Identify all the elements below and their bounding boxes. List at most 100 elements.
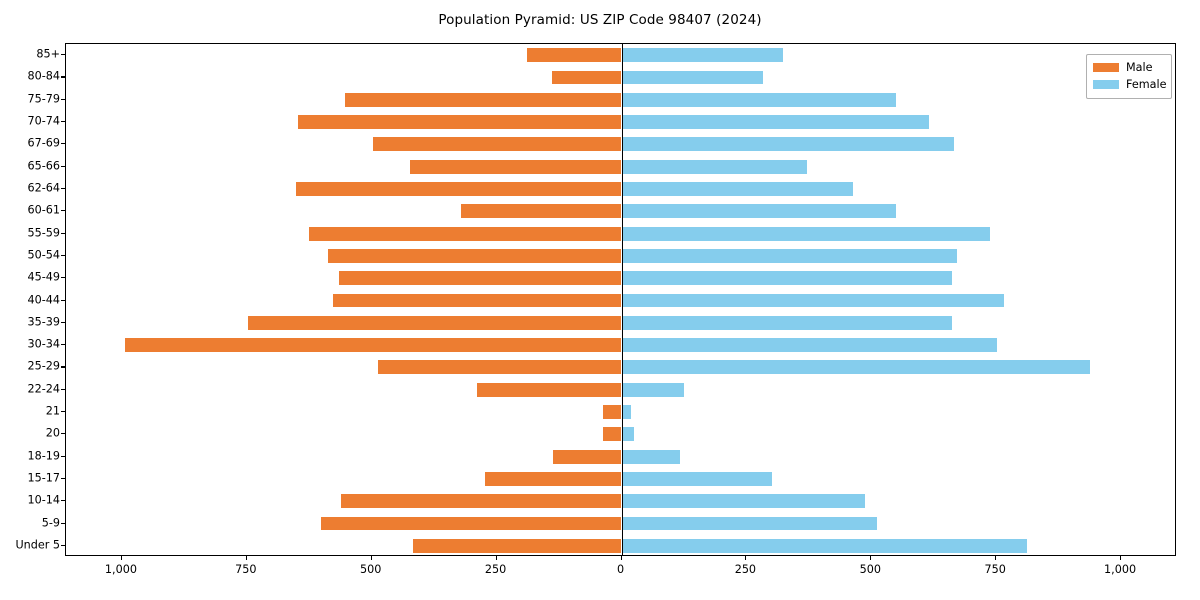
bar-male	[295, 182, 622, 196]
y-tick-mark	[61, 455, 65, 457]
x-tick-mark	[870, 556, 872, 560]
x-tick-mark	[495, 556, 497, 560]
y-tick-mark	[61, 165, 65, 167]
x-tick-mark	[120, 556, 123, 560]
bar-female	[621, 449, 681, 464]
y-tick-mark	[61, 76, 65, 78]
bar-male	[298, 115, 622, 129]
y-axis: 85+ 80-84 75-79 70-74 67-69 65-66 62-64 60-61 55…	[0, 43, 60, 556]
bar-female	[621, 204, 896, 219]
bar-row	[66, 204, 1175, 219]
bar-male	[460, 204, 622, 219]
y-tick-label: 15-17	[27, 471, 60, 485]
x-tick-label: 750	[984, 563, 1006, 576]
y-tick-label: 75-79	[27, 92, 60, 106]
bar-female	[621, 137, 954, 152]
bar-female	[621, 248, 958, 263]
bar-male	[373, 137, 622, 152]
bar-female	[621, 293, 1005, 308]
y-tick-mark	[61, 477, 65, 480]
y-tick-label: 60-61	[27, 203, 60, 217]
y-tick-label: 40-44	[27, 293, 60, 306]
y-tick-mark	[61, 366, 65, 368]
bar-row	[66, 70, 1175, 85]
bar-male	[124, 338, 622, 353]
y-tick-label: 22-24	[27, 382, 60, 396]
bar-male	[476, 382, 622, 397]
plot-area	[65, 43, 1176, 556]
legend-swatch-icon	[1093, 63, 1119, 72]
bar-row	[66, 226, 1175, 241]
y-tick-mark	[61, 522, 65, 524]
bar-male	[339, 271, 622, 286]
bar-row	[66, 271, 1175, 286]
bar-male	[602, 405, 622, 419]
bar-row	[66, 293, 1175, 308]
y-tick-label: 30-34	[27, 337, 60, 351]
y-tick-mark	[61, 388, 65, 390]
bar-female	[621, 338, 997, 353]
y-tick-label: 70-74	[27, 114, 60, 128]
y-tick-mark	[61, 187, 65, 190]
y-tick-label: 62-64	[27, 181, 60, 195]
y-tick-label: 5-9	[41, 516, 60, 530]
y-tick-label: 80-84	[27, 69, 60, 83]
y-tick-mark	[61, 344, 65, 346]
y-tick-label: 65-66	[27, 159, 60, 173]
bar-female	[621, 315, 952, 330]
legend-entry: Male	[1093, 60, 1165, 75]
x-tick-mark	[620, 556, 622, 560]
bar-female	[621, 360, 1090, 375]
y-tick-mark	[61, 54, 65, 56]
bar-female	[621, 494, 865, 509]
y-tick-label: 67-69	[27, 136, 60, 150]
x-tick-label: 0	[616, 563, 625, 576]
y-tick-label: 20	[45, 426, 60, 440]
bar-male	[551, 70, 622, 85]
y-tick-mark	[61, 98, 65, 100]
chart-legend: Male Female	[1086, 54, 1172, 99]
bar-male	[409, 159, 622, 174]
x-tick-mark	[995, 556, 997, 560]
bar-row	[66, 516, 1175, 531]
y-tick-label: 25-29	[27, 359, 60, 373]
bar-male	[308, 226, 622, 241]
y-tick-mark	[61, 433, 65, 435]
bar-male	[345, 92, 622, 107]
y-tick-label: Under 5	[15, 538, 60, 552]
bar-female	[621, 472, 772, 486]
bar-row	[66, 494, 1175, 509]
y-tick-label: 10-14	[27, 493, 60, 507]
y-tick-label: 18-19	[27, 449, 60, 463]
y-tick-label: 45-49	[27, 270, 60, 284]
y-tick-label: 35-39	[27, 315, 60, 329]
y-tick-label: 50-54	[27, 248, 60, 262]
bar-male	[602, 427, 622, 442]
bar-row	[66, 360, 1175, 375]
bar-female	[621, 226, 990, 241]
bar-row	[66, 338, 1175, 353]
bar-female	[621, 48, 784, 63]
bar-row	[66, 472, 1175, 486]
bar-row	[66, 248, 1175, 263]
y-tick-mark	[61, 411, 65, 413]
x-tick-label: 1,000	[1104, 563, 1137, 576]
bar-female	[621, 516, 877, 531]
bar-row	[66, 137, 1175, 152]
x-tick-mark	[370, 556, 372, 560]
legend-label: Female	[1126, 77, 1167, 91]
bar-female	[621, 382, 684, 397]
bar-row	[66, 159, 1175, 174]
bar-row	[66, 115, 1175, 129]
bar-row	[66, 427, 1175, 442]
bar-male	[340, 494, 622, 509]
bar-female	[621, 92, 896, 107]
bar-row	[66, 538, 1175, 553]
bar-male	[412, 538, 622, 553]
bar-male	[332, 293, 622, 308]
bar-female	[621, 427, 634, 442]
x-tick-mark	[745, 556, 747, 560]
bar-female	[621, 538, 1028, 553]
y-tick-mark	[61, 232, 65, 234]
